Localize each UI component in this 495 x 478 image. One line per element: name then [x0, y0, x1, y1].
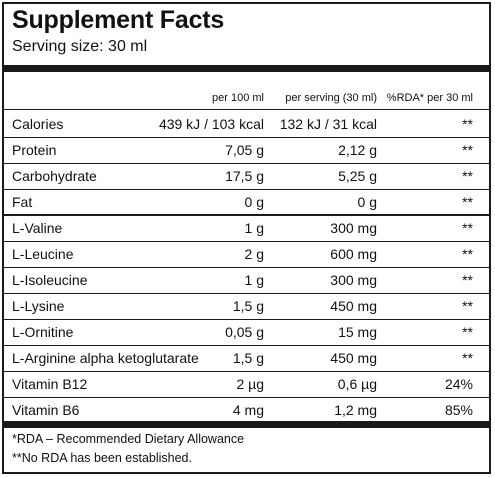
row-divider: [4, 189, 489, 190]
row-divider: [4, 137, 489, 138]
nutrient-name: L-Ornitine: [12, 324, 74, 340]
column-header-per-100: per 100 ml: [212, 92, 264, 104]
value-per-serving: 300 mg: [330, 272, 377, 288]
row-divider: [4, 345, 489, 346]
nutrient-name: L-Lysine: [12, 298, 65, 314]
table-row: L-Arginine alpha ketoglutarate 1,5 g 450 m…: [4, 345, 489, 371]
nutrient-name: L-Isoleucine: [12, 272, 88, 288]
nutrient-name: Carbohydrate: [12, 168, 97, 184]
value-per-100: 2 µg: [236, 376, 264, 392]
value-rda: **: [462, 220, 473, 236]
value-rda: 85%: [444, 402, 473, 418]
value-per-serving: 0 g: [357, 194, 377, 210]
row-divider: [4, 241, 489, 242]
nutrient-name: Vitamin B6: [12, 402, 80, 418]
value-per-serving: 450 mg: [330, 350, 377, 366]
thick-divider-bottom: [4, 421, 489, 428]
value-per-serving: 300 mg: [330, 220, 377, 236]
value-rda: **: [462, 168, 473, 184]
value-per-100: 1,5 g: [232, 350, 264, 366]
table-row: L-Ornitine 0,05 g 15 mg **: [4, 319, 489, 345]
value-per-serving: 15 mg: [338, 324, 377, 340]
value-per-100: 4 mg: [232, 402, 264, 418]
column-header-per-serving: per serving (30 ml): [285, 92, 377, 104]
nutrient-name: Protein: [12, 142, 57, 158]
value-rda: **: [462, 350, 473, 366]
value-rda: **: [462, 116, 473, 132]
value-per-100: 2 g: [244, 246, 264, 262]
table-row: L-Leucine 2 g 600 mg **: [4, 241, 489, 267]
value-per-serving: 600 mg: [330, 246, 377, 262]
value-rda: **: [462, 298, 473, 314]
section-divider: [4, 214, 489, 216]
nutrient-name: L-Valine: [12, 220, 63, 236]
value-per-serving: 132 kJ / 31 kcal: [279, 116, 377, 132]
value-per-100: 7,05 g: [225, 142, 264, 158]
table-row: L-Lysine 1,5 g 450 mg **: [4, 293, 489, 319]
footnote-rda: *RDA – Recommended Dietary Allowance: [12, 432, 245, 446]
value-rda: 24%: [444, 376, 473, 392]
value-per-serving: 0,6 µg: [337, 376, 377, 392]
table-row: Vitamin B6 4 mg 1,2 mg 85%: [4, 397, 489, 423]
nutrient-name: L-Leucine: [12, 246, 74, 262]
nutrient-name: Vitamin B12: [12, 376, 88, 392]
table-row: Calories 439 kJ / 103 kcal 132 kJ / 31 kca…: [4, 111, 489, 137]
value-per-100: 17,5 g: [225, 168, 264, 184]
row-divider: [4, 293, 489, 294]
supplement-facts-panel: Supplement Facts Serving size: 30 ml per…: [2, 2, 491, 474]
value-rda: **: [462, 324, 473, 340]
value-per-serving: 5,25 g: [338, 168, 377, 184]
value-per-100: 1,5 g: [232, 298, 264, 314]
footnote-no-rda: **No RDA has been established.: [12, 451, 192, 465]
table-row: Fat 0 g 0 g **: [4, 189, 489, 215]
value-per-serving: 450 mg: [330, 298, 377, 314]
nutrient-name: L-Arginine alpha ketoglutarate: [12, 350, 199, 366]
value-per-100: 0,05 g: [225, 324, 264, 340]
table-row: L-Valine 1 g 300 mg **: [4, 215, 489, 241]
nutrient-name: Calories: [12, 116, 64, 132]
row-divider: [4, 319, 489, 320]
column-header-rda: %RDA* per 30 ml: [386, 92, 473, 104]
table-row: Vitamin B12 2 µg 0,6 µg 24%: [4, 371, 489, 397]
table-row: Carbohydrate 17,5 g 5,25 g **: [4, 163, 489, 189]
value-rda: **: [462, 142, 473, 158]
value-per-serving: 2,12 g: [338, 142, 377, 158]
value-rda: **: [462, 246, 473, 262]
table-row: L-Isoleucine 1 g 300 mg **: [4, 267, 489, 293]
serving-size: Serving size: 30 ml: [12, 38, 148, 55]
row-divider: [4, 397, 489, 398]
row-divider: [4, 371, 489, 372]
table-row: Protein 7,05 g 2,12 g **: [4, 137, 489, 163]
thick-divider-top: [4, 65, 489, 72]
value-per-100: 0 g: [244, 194, 264, 210]
nutrient-name: Fat: [12, 194, 33, 210]
panel-title: Supplement Facts: [12, 6, 225, 34]
value-rda: **: [462, 194, 473, 210]
value-per-serving: 1,2 mg: [334, 402, 377, 418]
row-divider: [4, 267, 489, 268]
value-rda: **: [462, 272, 473, 288]
row-divider: [4, 163, 489, 164]
value-per-100: 439 kJ / 103 kcal: [158, 116, 264, 132]
value-per-100: 1 g: [244, 272, 264, 288]
header-divider: [4, 109, 489, 110]
value-per-100: 1 g: [244, 220, 264, 236]
